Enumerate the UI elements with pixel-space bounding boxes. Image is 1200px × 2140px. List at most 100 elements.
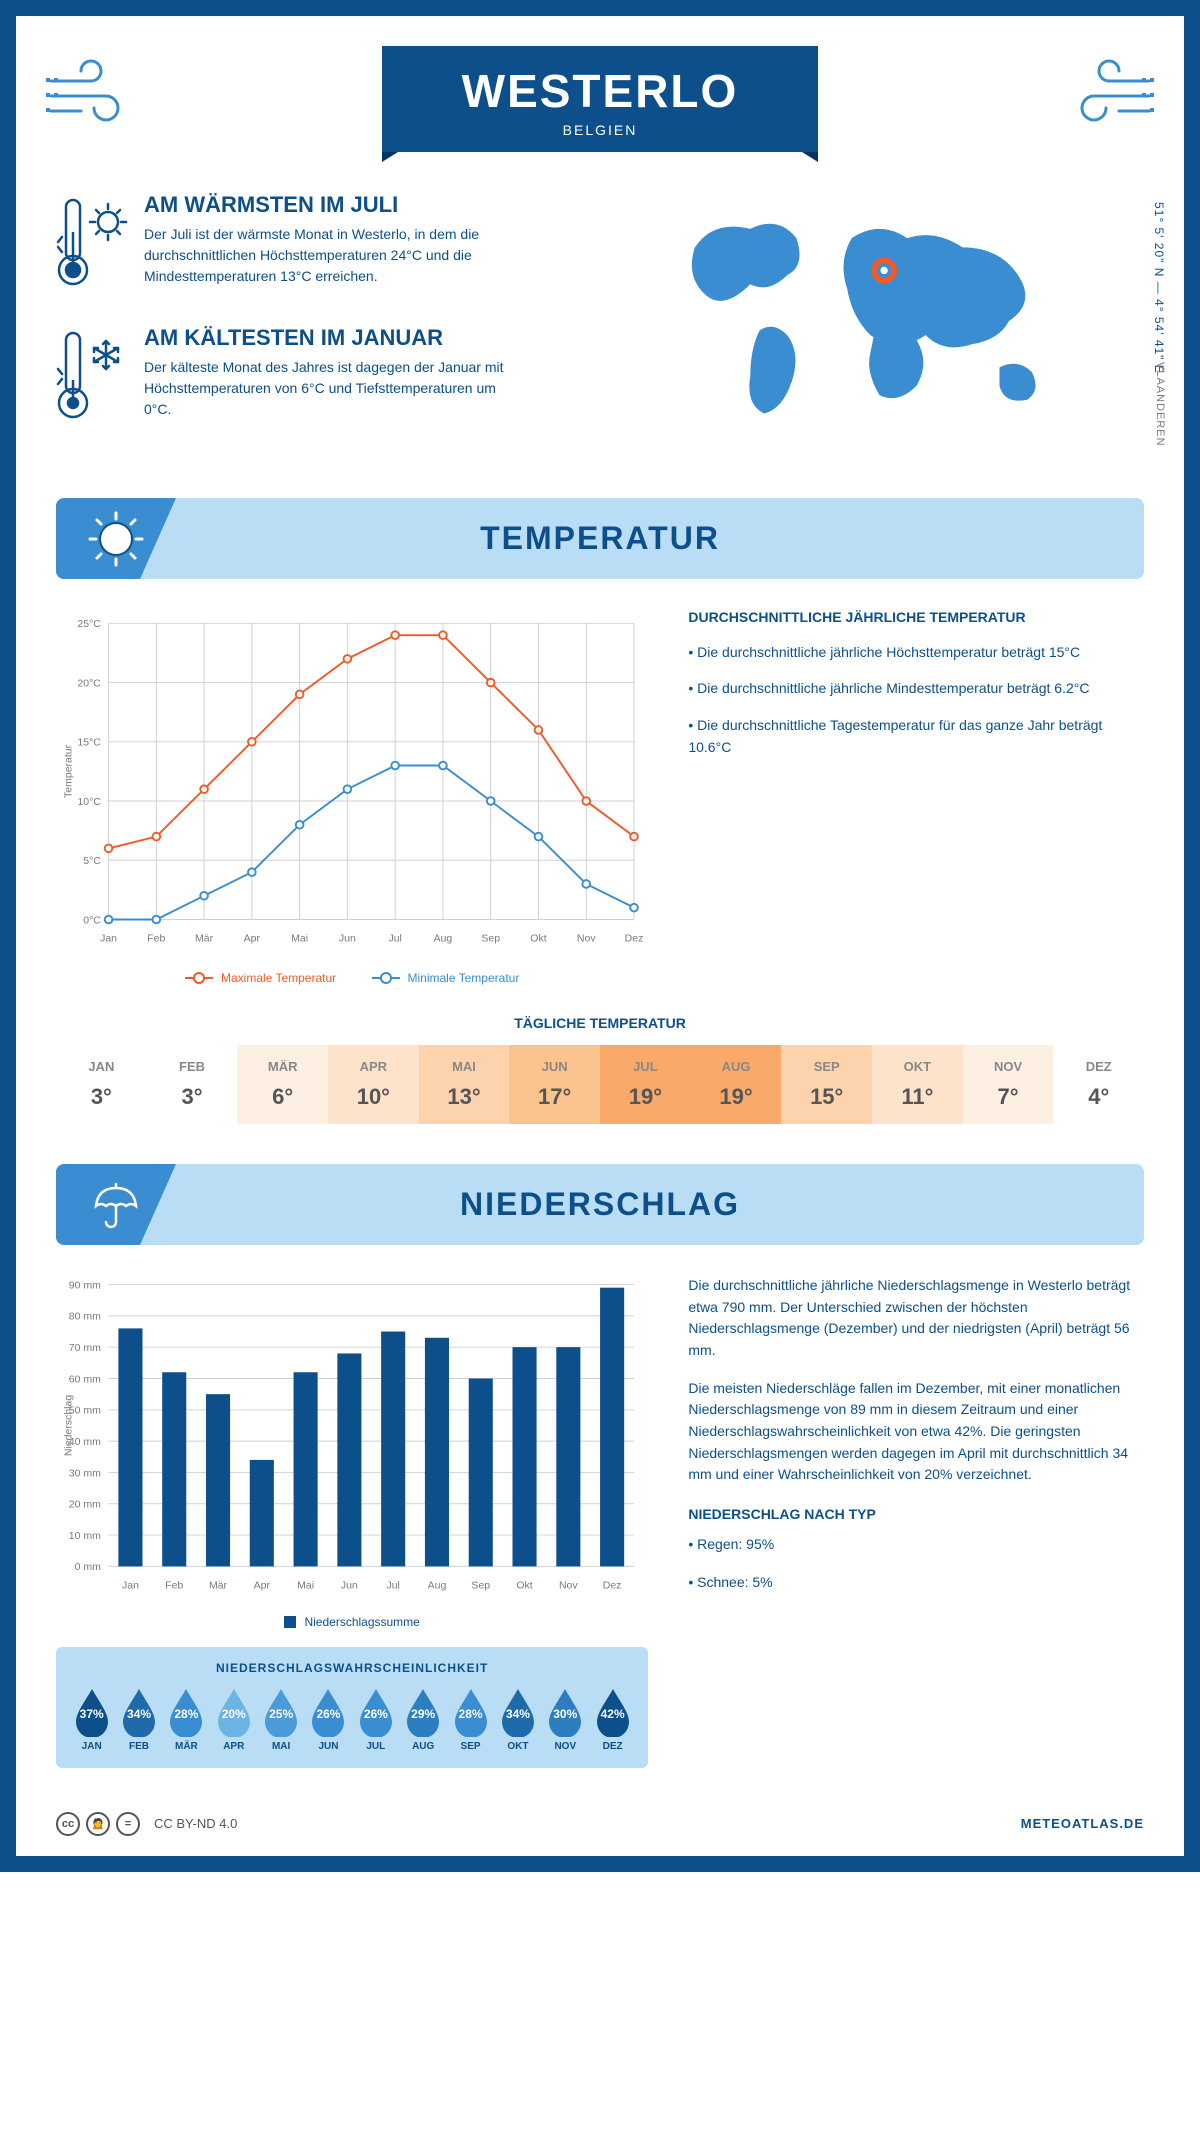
drop-month: OKT (494, 1741, 541, 1752)
svg-text:Apr: Apr (254, 1579, 271, 1591)
svg-text:Feb: Feb (147, 932, 165, 944)
drop-percentage: 26% (309, 1707, 347, 1721)
drop-month: JAN (68, 1741, 115, 1752)
daily-cell: NOV 7° (963, 1045, 1054, 1124)
svg-text:Apr: Apr (244, 932, 261, 944)
temperature-section-header: TEMPERATUR (56, 498, 1144, 579)
coordinates-label: 51° 5' 20" N — 4° 54' 41" E (1152, 202, 1166, 374)
daily-temp-table: JAN 3° FEB 3° MÄR 6° APR 10° MAI 13° JUN… (56, 1045, 1144, 1124)
daily-month: OKT (872, 1059, 963, 1074)
daily-value: 17° (509, 1084, 600, 1110)
drop-month: DEZ (589, 1741, 636, 1752)
precip-snow: • Schnee: 5% (688, 1572, 1144, 1594)
daily-cell: JUL 19° (600, 1045, 691, 1124)
svg-text:Okt: Okt (530, 932, 546, 944)
sun-icon (56, 498, 176, 579)
daily-month: DEZ (1053, 1059, 1144, 1074)
probability-drop: 28% MÄR (163, 1687, 210, 1752)
precip-section-header: NIEDERSCHLAG (56, 1164, 1144, 1245)
temperature-chart: 0°C5°C10°C15°C20°C25°CJanFebMärAprMaiJun… (56, 609, 648, 985)
daily-month: JUN (509, 1059, 600, 1074)
svg-text:Jun: Jun (339, 932, 356, 944)
footer: cc 🙍 = CC BY-ND 4.0 METEOATLAS.DE (56, 1798, 1144, 1836)
map-column: 51° 5' 20" N — 4° 54' 41" E VLAANDEREN (615, 192, 1144, 458)
svg-text:Mai: Mai (297, 1579, 314, 1591)
svg-text:5°C: 5°C (83, 855, 101, 867)
svg-text:Jul: Jul (388, 932, 401, 944)
probability-drop: 42% DEZ (589, 1687, 636, 1752)
daily-value: 19° (691, 1084, 782, 1110)
wind-icon-right (1064, 56, 1154, 131)
umbrella-icon (56, 1164, 176, 1245)
precip-para-2: Die meisten Niederschläge fallen im Deze… (688, 1378, 1144, 1486)
svg-text:60 mm: 60 mm (69, 1373, 101, 1385)
site-name: METEOATLAS.DE (1021, 1816, 1144, 1831)
precip-heading: NIEDERSCHLAG (86, 1186, 1114, 1223)
daily-value: 7° (963, 1084, 1054, 1110)
license-text: CC BY-ND 4.0 (154, 1816, 237, 1831)
daily-temp-title: TÄGLICHE TEMPERATUR (56, 1015, 1144, 1031)
wind-icon-left (46, 56, 136, 131)
daily-month: APR (328, 1059, 419, 1074)
cold-title: AM KÄLTESTEN IM JANUAR (144, 325, 504, 351)
temp-summary-title: DURCHSCHNITTLICHE JÄHRLICHE TEMPERATUR (688, 609, 1144, 625)
intro-section: AM WÄRMSTEN IM JULI Der Juli ist der wär… (56, 192, 1144, 458)
drop-percentage: 25% (262, 1707, 300, 1721)
drop-percentage: 30% (546, 1707, 584, 1721)
svg-text:Dez: Dez (603, 1579, 622, 1591)
probability-drop: 29% AUG (400, 1687, 447, 1752)
license-block: cc 🙍 = CC BY-ND 4.0 (56, 1812, 237, 1836)
daily-month: NOV (963, 1059, 1054, 1074)
svg-text:Mär: Mär (195, 932, 214, 944)
probability-drop: 28% SEP (447, 1687, 494, 1752)
drop-percentage: 29% (404, 1707, 442, 1721)
probability-drop: 26% JUL (352, 1687, 399, 1752)
svg-text:Sep: Sep (481, 932, 500, 944)
svg-text:0°C: 0°C (83, 914, 101, 926)
daily-cell: SEP 15° (781, 1045, 872, 1124)
drop-percentage: 28% (452, 1707, 490, 1721)
drop-month: MAI (257, 1741, 304, 1752)
svg-text:Temperatur: Temperatur (62, 744, 74, 798)
daily-cell: APR 10° (328, 1045, 419, 1124)
daily-value: 19° (600, 1084, 691, 1110)
svg-text:Niederschlag: Niederschlag (62, 1395, 74, 1456)
svg-text:20 mm: 20 mm (69, 1499, 101, 1511)
daily-month: JUL (600, 1059, 691, 1074)
warm-fact: AM WÄRMSTEN IM JULI Der Juli ist der wär… (56, 192, 585, 297)
thermometer-snow-icon (56, 325, 128, 430)
country-subtitle: BELGIEN (462, 122, 739, 138)
daily-cell: JUN 17° (509, 1045, 600, 1124)
legend-min-label: Minimale Temperatur (408, 971, 520, 985)
city-title: WESTERLO (462, 64, 739, 118)
region-label: VLAANDEREN (1154, 362, 1166, 447)
precip-left-column: 0 mm10 mm20 mm30 mm40 mm50 mm60 mm70 mm8… (56, 1275, 648, 1768)
temp-bullet-3: • Die durchschnittliche Tagestemperatur … (688, 714, 1144, 759)
svg-text:Mär: Mär (209, 1579, 228, 1591)
nd-icon: = (116, 1812, 140, 1836)
temp-bullet-2: • Die durchschnittliche jährliche Mindes… (688, 677, 1144, 699)
daily-value: 13° (419, 1084, 510, 1110)
legend-max-label: Maximale Temperatur (221, 971, 336, 985)
daily-value: 3° (56, 1084, 147, 1110)
drop-month: FEB (115, 1741, 162, 1752)
drop-month: MÄR (163, 1741, 210, 1752)
svg-text:Aug: Aug (434, 932, 453, 944)
cold-text: Der kälteste Monat des Jahres ist dagege… (144, 357, 504, 420)
svg-text:Nov: Nov (559, 1579, 578, 1591)
thermometer-sun-icon (56, 192, 128, 297)
svg-text:25°C: 25°C (77, 618, 101, 630)
svg-text:Dez: Dez (625, 932, 644, 944)
svg-text:Jan: Jan (122, 1579, 139, 1591)
drop-month: APR (210, 1741, 257, 1752)
daily-value: 3° (147, 1084, 238, 1110)
svg-text:Aug: Aug (428, 1579, 447, 1591)
cc-icon: cc (56, 1812, 80, 1836)
daily-month: JAN (56, 1059, 147, 1074)
precip-row: 0 mm10 mm20 mm30 mm40 mm50 mm60 mm70 mm8… (56, 1275, 1144, 1768)
svg-text:0 mm: 0 mm (75, 1561, 102, 1573)
warm-title: AM WÄRMSTEN IM JULI (144, 192, 504, 218)
precip-text-column: Die durchschnittliche jährliche Niedersc… (688, 1275, 1144, 1768)
warm-text: Der Juli ist der wärmste Monat in Wester… (144, 224, 504, 287)
probability-drop: 34% OKT (494, 1687, 541, 1752)
